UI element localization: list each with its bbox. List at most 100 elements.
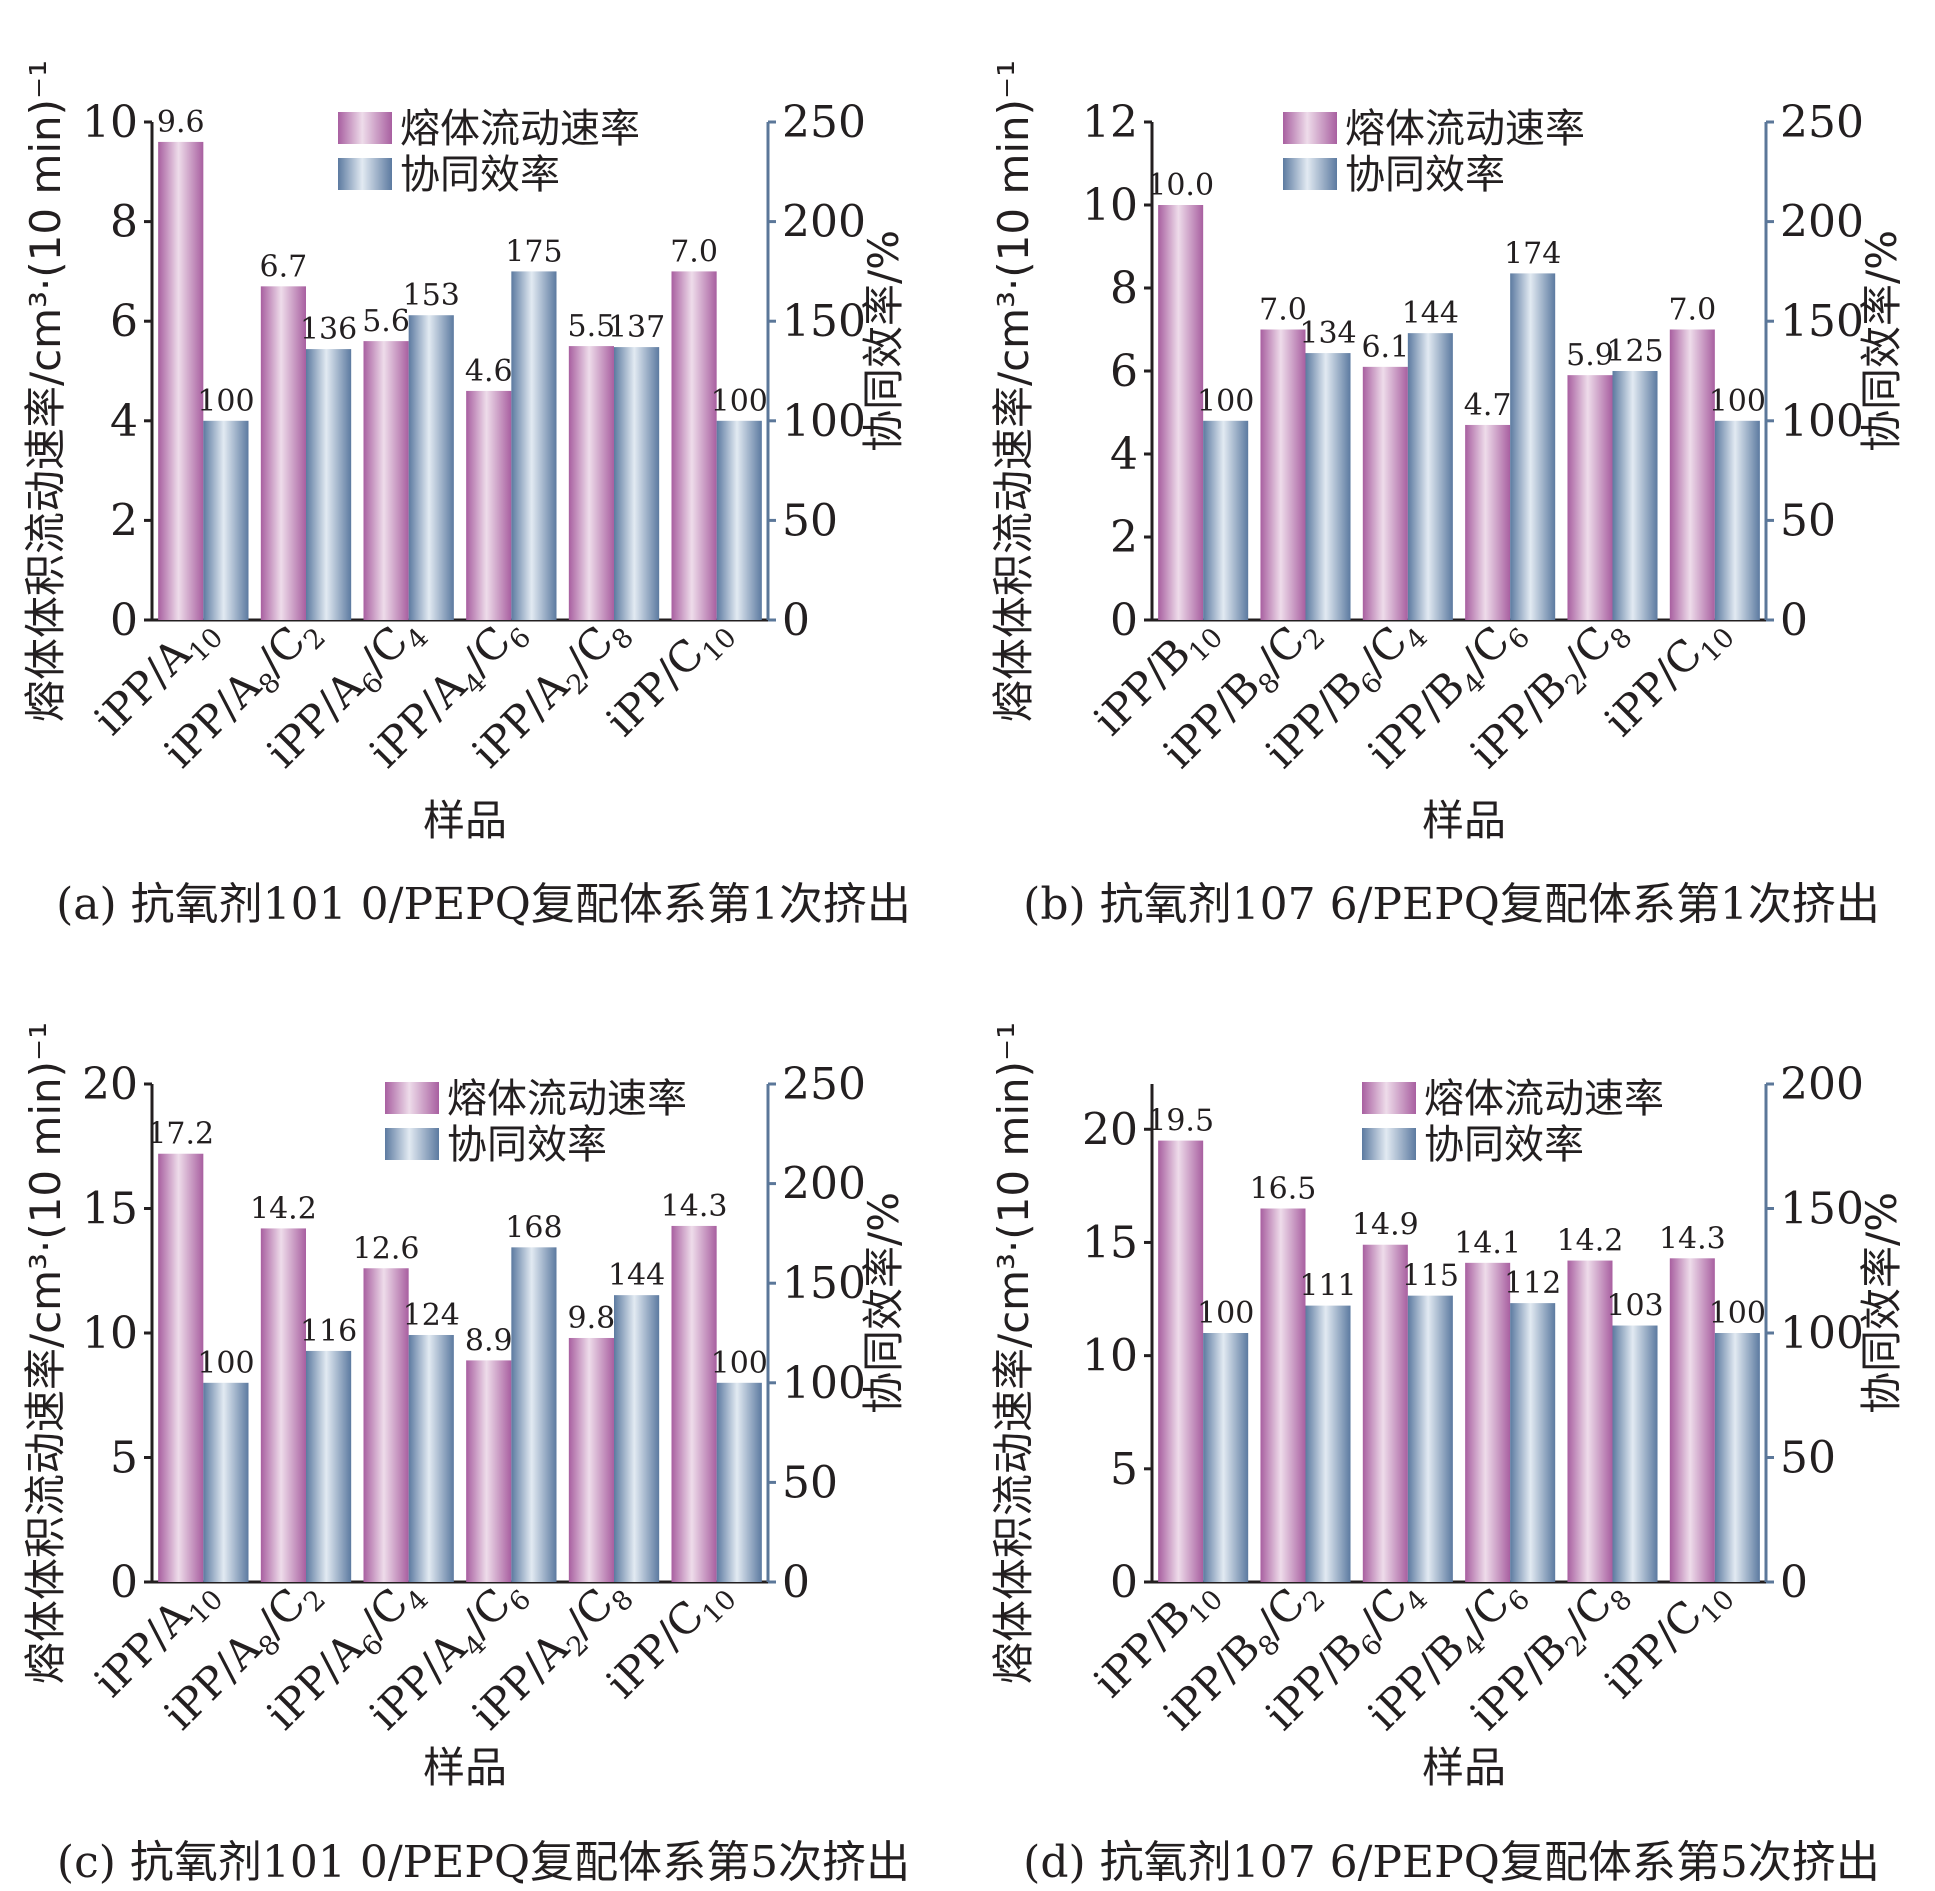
mfr-bar bbox=[1260, 329, 1306, 620]
mfr-data-label: 9.6 bbox=[157, 105, 205, 140]
mfr-bar bbox=[1567, 375, 1613, 620]
synergy-bar bbox=[1510, 273, 1556, 620]
left-tick-label: 0 bbox=[110, 595, 138, 646]
synergy-bar bbox=[614, 347, 660, 620]
left-tick-label: 20 bbox=[1082, 1104, 1138, 1155]
mfr-bar bbox=[1260, 1208, 1306, 1582]
mfr-bar bbox=[1465, 1262, 1511, 1582]
left-axis-title: 熔体体积流动速率/cm³·(10 min)⁻¹ bbox=[21, 1022, 70, 1684]
mfr-data-label: 7.0 bbox=[1259, 293, 1307, 328]
right-tick-label: 0 bbox=[1780, 595, 1808, 646]
right-tick-label: 250 bbox=[1780, 97, 1864, 148]
mfr-bar bbox=[1158, 1140, 1204, 1582]
mfr-bar bbox=[260, 1228, 306, 1582]
left-tick-label: 15 bbox=[82, 1184, 138, 1235]
synergy-data-label: 115 bbox=[1402, 1259, 1459, 1294]
synergy-data-label: 134 bbox=[1299, 316, 1356, 351]
mfr-bar bbox=[158, 1153, 204, 1582]
mfr-data-label: 14.2 bbox=[1557, 1224, 1624, 1259]
legend-label-mfr: 熔体流动速率 bbox=[400, 106, 640, 152]
left-tick-label: 2 bbox=[110, 495, 138, 546]
chart-b-caption: (b) 抗氧剂107 6/PEPQ复配体系第1次挤出 bbox=[1023, 879, 1880, 930]
right-tick-label: 150 bbox=[1780, 1184, 1864, 1235]
right-tick-label: 50 bbox=[782, 495, 838, 546]
chart-c-svg: 0510152005010015020025017.2100iPP/A1014.… bbox=[21, 1022, 908, 1792]
synergy-data-label: 103 bbox=[1606, 1289, 1663, 1324]
left-tick-label: 15 bbox=[1082, 1217, 1138, 1268]
mfr-bar bbox=[1567, 1260, 1613, 1582]
chart-panel-c: 0 5 10 15 20 0 50 100 150 200 250 17.2 100 iPP/A10 14.… bbox=[0, 946, 967, 1891]
synergy-data-label: 175 bbox=[505, 234, 562, 269]
right-tick-label: 50 bbox=[1780, 495, 1836, 546]
right-axis-title: 协同效率/% bbox=[859, 1192, 908, 1414]
right-tick-label: 0 bbox=[782, 595, 810, 646]
legend-label-synergy: 协同效率 bbox=[1345, 152, 1505, 198]
mfr-data-label: 16.5 bbox=[1250, 1172, 1317, 1207]
synergy-bar bbox=[203, 1382, 249, 1582]
left-tick-label: 0 bbox=[1110, 1557, 1138, 1608]
mfr-data-label: 5.9 bbox=[1566, 338, 1614, 373]
synergy-data-label: 100 bbox=[1197, 384, 1254, 419]
synergy-bar bbox=[203, 420, 249, 620]
mfr-bar bbox=[158, 141, 204, 621]
mfr-bar bbox=[1362, 1244, 1408, 1582]
right-tick-label: 250 bbox=[782, 1059, 866, 1110]
synergy-data-label: 136 bbox=[300, 312, 357, 347]
right-tick-label: 100 bbox=[782, 396, 866, 447]
synergy-bar bbox=[1612, 371, 1658, 620]
left-axis-title: 熔体体积流动速率/cm³·(10 min)⁻¹ bbox=[989, 60, 1038, 722]
right-tick-label: 200 bbox=[782, 197, 866, 248]
chart-a-caption: (a) 抗氧剂101 0/PEPQ复配体系第1次挤出 bbox=[56, 879, 911, 930]
right-tick-label: 150 bbox=[1780, 296, 1864, 347]
left-tick-label: 6 bbox=[110, 296, 138, 347]
synergy-data-label: 100 bbox=[711, 1346, 768, 1381]
chart-a-svg: 02468100501001502002509.6100iPP/A106.713… bbox=[21, 60, 908, 845]
synergy-bar bbox=[1203, 1333, 1249, 1582]
legend-label-mfr: 熔体流动速率 bbox=[447, 1076, 687, 1122]
right-axis-title: 协同效率/% bbox=[859, 230, 908, 452]
mfr-data-label: 14.9 bbox=[1352, 1208, 1419, 1243]
left-tick-label: 4 bbox=[110, 396, 138, 447]
left-tick-label: 10 bbox=[1082, 180, 1138, 231]
synergy-bar bbox=[1305, 1305, 1351, 1582]
x-axis-title: 样品 bbox=[1422, 796, 1506, 845]
synergy-bar bbox=[511, 271, 557, 620]
synergy-data-label: 100 bbox=[711, 384, 768, 419]
chart-panel-d: 0 5 10 15 20 0 50 100 150 200 19.5 100 iPP/B10 16.5 11… bbox=[968, 946, 1935, 1891]
right-tick-label: 50 bbox=[1780, 1433, 1836, 1484]
right-tick-label: 100 bbox=[1780, 1308, 1864, 1359]
left-tick-label: 5 bbox=[1110, 1444, 1138, 1495]
synergy-data-label: 137 bbox=[608, 310, 665, 345]
synergy-bar bbox=[1407, 1295, 1453, 1582]
mfr-data-label: 19.5 bbox=[1147, 1104, 1214, 1139]
mfr-data-label: 14.1 bbox=[1454, 1226, 1521, 1261]
mfr-data-label: 4.6 bbox=[465, 354, 513, 389]
mfr-data-label: 14.2 bbox=[250, 1191, 317, 1226]
synergy-data-label: 112 bbox=[1504, 1266, 1561, 1301]
legend-swatch-mfr bbox=[1283, 112, 1337, 144]
left-tick-label: 5 bbox=[110, 1433, 138, 1484]
left-tick-label: 8 bbox=[110, 197, 138, 248]
legend-label-synergy: 协同效率 bbox=[400, 152, 560, 198]
mfr-data-label: 5.6 bbox=[362, 304, 410, 339]
legend-swatch-synergy bbox=[338, 158, 392, 190]
x-axis-title: 样品 bbox=[1422, 1743, 1506, 1792]
synergy-bar bbox=[1407, 333, 1453, 620]
mfr-bar bbox=[568, 346, 614, 620]
synergy-bar bbox=[716, 1382, 762, 1582]
synergy-bar bbox=[408, 315, 454, 620]
synergy-data-label: 100 bbox=[197, 1346, 254, 1381]
mfr-bar bbox=[671, 1225, 717, 1582]
right-tick-label: 200 bbox=[1780, 1059, 1864, 1110]
mfr-data-label: 7.0 bbox=[670, 234, 718, 269]
left-axis-title: 熔体体积流动速率/cm³·(10 min)⁻¹ bbox=[989, 1022, 1038, 1684]
synergy-bar bbox=[1714, 1333, 1760, 1582]
mfr-bar bbox=[1669, 1258, 1715, 1582]
chart-b-svg: 02468101205010015020025010.0100iPP/B107.… bbox=[989, 60, 1906, 845]
left-tick-label: 12 bbox=[1082, 97, 1138, 148]
mfr-data-label: 9.8 bbox=[568, 1301, 616, 1336]
synergy-data-label: 168 bbox=[505, 1210, 562, 1245]
left-tick-label: 10 bbox=[1082, 1331, 1138, 1382]
right-tick-label: 100 bbox=[782, 1358, 866, 1409]
left-tick-label: 4 bbox=[1110, 429, 1138, 480]
